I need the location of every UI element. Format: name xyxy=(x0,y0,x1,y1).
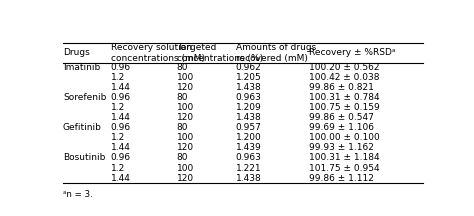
Text: 1.2: 1.2 xyxy=(110,164,125,173)
Text: 100.00 ± 0.100: 100.00 ± 0.100 xyxy=(309,133,380,142)
Text: 1.2: 1.2 xyxy=(110,103,125,112)
Text: Imatinib: Imatinib xyxy=(63,63,100,72)
Text: 1.2: 1.2 xyxy=(110,73,125,82)
Text: 0.96: 0.96 xyxy=(110,63,131,72)
Text: 99.69 ± 1.106: 99.69 ± 1.106 xyxy=(309,123,374,132)
Text: Targeted
concentrations (%): Targeted concentrations (%) xyxy=(177,43,263,63)
Text: 100.20 ± 0.562: 100.20 ± 0.562 xyxy=(309,63,380,72)
Text: 120: 120 xyxy=(177,83,194,92)
Text: 1.200: 1.200 xyxy=(236,133,261,142)
Text: Bosutinib: Bosutinib xyxy=(63,154,105,162)
Text: 100.75 ± 0.159: 100.75 ± 0.159 xyxy=(309,103,380,112)
Text: 120: 120 xyxy=(177,143,194,152)
Text: Recovery solution
concentrations (mM): Recovery solution concentrations (mM) xyxy=(110,43,205,63)
Text: Drugs: Drugs xyxy=(63,48,90,57)
Text: 80: 80 xyxy=(177,93,188,102)
Text: 1.2: 1.2 xyxy=(110,133,125,142)
Text: 0.957: 0.957 xyxy=(236,123,262,132)
Text: 99.86 ± 1.112: 99.86 ± 1.112 xyxy=(309,174,374,183)
Text: 101.75 ± 0.954: 101.75 ± 0.954 xyxy=(309,164,380,173)
Text: 1.438: 1.438 xyxy=(236,113,261,122)
Text: Recovery ± %RSDᵃ: Recovery ± %RSDᵃ xyxy=(309,48,395,57)
Text: 100: 100 xyxy=(177,103,194,112)
Text: 1.44: 1.44 xyxy=(110,83,130,92)
Text: 0.96: 0.96 xyxy=(110,93,131,102)
Text: 1.438: 1.438 xyxy=(236,174,261,183)
Text: 100: 100 xyxy=(177,73,194,82)
Text: 100.31 ± 0.784: 100.31 ± 0.784 xyxy=(309,93,380,102)
Text: Sorefenib: Sorefenib xyxy=(63,93,106,102)
Text: 100.42 ± 0.038: 100.42 ± 0.038 xyxy=(309,73,380,82)
Text: 1.439: 1.439 xyxy=(236,143,261,152)
Text: 1.438: 1.438 xyxy=(236,83,261,92)
Text: 1.44: 1.44 xyxy=(110,113,130,122)
Text: Gefitinib: Gefitinib xyxy=(63,123,102,132)
Text: 120: 120 xyxy=(177,174,194,183)
Text: 100: 100 xyxy=(177,164,194,173)
Text: 1.221: 1.221 xyxy=(236,164,261,173)
Text: 0.96: 0.96 xyxy=(110,154,131,162)
Text: 99.86 ± 0.547: 99.86 ± 0.547 xyxy=(309,113,374,122)
Text: ᵃn = 3.: ᵃn = 3. xyxy=(63,190,93,199)
Text: 1.44: 1.44 xyxy=(110,143,130,152)
Text: 1.209: 1.209 xyxy=(236,103,261,112)
Text: 80: 80 xyxy=(177,123,188,132)
Text: 0.96: 0.96 xyxy=(110,123,131,132)
Text: 0.963: 0.963 xyxy=(236,93,262,102)
Text: 80: 80 xyxy=(177,154,188,162)
Text: 120: 120 xyxy=(177,113,194,122)
Text: 80: 80 xyxy=(177,63,188,72)
Text: 0.963: 0.963 xyxy=(236,154,262,162)
Text: 100: 100 xyxy=(177,133,194,142)
Text: 1.44: 1.44 xyxy=(110,174,130,183)
Text: 100.31 ± 1.184: 100.31 ± 1.184 xyxy=(309,154,380,162)
Text: 0.962: 0.962 xyxy=(236,63,261,72)
Text: 99.86 ± 0.821: 99.86 ± 0.821 xyxy=(309,83,374,92)
Text: 1.205: 1.205 xyxy=(236,73,261,82)
Text: Amounts of drugs
recovered (mM): Amounts of drugs recovered (mM) xyxy=(236,43,316,63)
Text: 99.93 ± 1.162: 99.93 ± 1.162 xyxy=(309,143,374,152)
